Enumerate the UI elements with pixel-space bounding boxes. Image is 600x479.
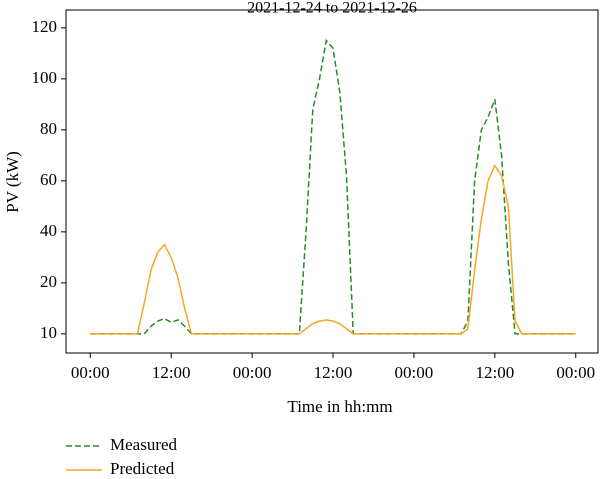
x-tick-label: 12:00 bbox=[314, 363, 353, 382]
x-tick-label: 00:00 bbox=[233, 363, 272, 382]
x-tick-label: 00:00 bbox=[71, 363, 110, 382]
x-tick-label: 12:00 bbox=[152, 363, 191, 382]
x-tick-label: 12:00 bbox=[475, 363, 514, 382]
y-axis-label: PV (kW) bbox=[3, 151, 22, 213]
y-tick-label: 20 bbox=[40, 272, 57, 291]
y-tick-label: 60 bbox=[40, 170, 57, 189]
chart-title: 2021-12-24 to 2021-12-26 bbox=[247, 0, 417, 17]
series-line bbox=[90, 164, 576, 335]
y-tick-label: 100 bbox=[32, 68, 58, 87]
legend-label: Measured bbox=[110, 435, 178, 454]
y-tick-label: 10 bbox=[40, 323, 57, 342]
y-tick-label: 40 bbox=[40, 221, 57, 240]
x-axis-label: Time in hh:mm bbox=[287, 397, 392, 416]
series-line bbox=[90, 38, 576, 335]
x-tick-label: 00:00 bbox=[556, 363, 595, 382]
plot-frame bbox=[65, 9, 599, 354]
y-tick-label: 80 bbox=[40, 119, 57, 138]
legend-label: Predicted bbox=[110, 459, 175, 478]
x-tick-label: 00:00 bbox=[395, 363, 434, 382]
y-tick-label: 120 bbox=[32, 17, 58, 36]
